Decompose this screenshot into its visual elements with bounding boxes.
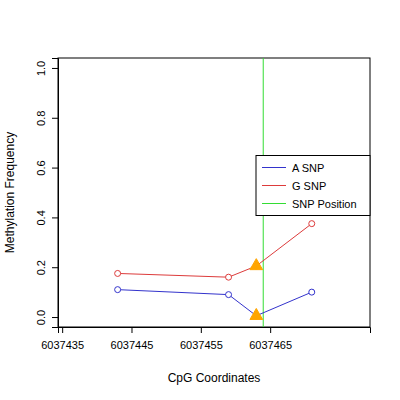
data-point (226, 274, 232, 280)
y-axis-title: Methylation Frequency (3, 132, 17, 253)
legend-label: A SNP (292, 162, 324, 174)
series-line (118, 224, 312, 278)
legend-label: G SNP (292, 180, 326, 192)
legend-label: SNP Position (292, 198, 357, 210)
x-axis-line (59, 328, 371, 334)
y-tick-label: 0.8 (35, 111, 47, 126)
data-point (309, 221, 315, 227)
x-tick-label: 6037455 (180, 339, 223, 351)
x-tick: 6037455 (180, 327, 223, 351)
x-tick-label: 6037465 (249, 339, 292, 351)
x-tick-mark (131, 327, 132, 333)
y-tick-mark (52, 317, 58, 318)
y-tick-mark (52, 267, 58, 268)
legend-swatch (262, 167, 286, 168)
x-tick-mark (270, 327, 271, 333)
series-line (118, 290, 312, 316)
chart: 6037435 6037445 6037455 6037465 0.0 0.2 0.4 0.6… (0, 0, 400, 400)
y-tick: 1.0 (35, 61, 58, 76)
y-tick-mark (52, 68, 58, 69)
y-axis-line (52, 59, 59, 328)
x-tick: 6037445 (111, 327, 154, 351)
plot-frame (58, 58, 370, 327)
x-tick-mark (62, 327, 63, 333)
x-tick-label: 6037445 (111, 339, 154, 351)
y-tick-label: 0.6 (35, 160, 47, 175)
y-tick-label: 0.2 (35, 260, 47, 275)
x-tick-mark (201, 327, 202, 333)
y-axis: 0.0 0.2 0.4 0.6 0.8 1.0 (35, 59, 59, 328)
x-tick-label: 6037435 (41, 339, 84, 351)
x-tick: 6037435 (41, 327, 84, 351)
legend-swatch (262, 185, 286, 186)
x-axis: 6037435 6037445 6037455 6037465 (41, 327, 370, 351)
x-axis-title: CpG Coordinates (168, 371, 261, 385)
legend-box (256, 156, 370, 216)
y-tick-label: 0.0 (35, 310, 47, 325)
data-point (309, 289, 315, 295)
data-point (115, 287, 121, 293)
y-tick: 0.6 (35, 160, 58, 175)
legend-swatch (262, 203, 286, 204)
y-tick-label: 0.4 (35, 210, 47, 225)
y-tick: 0.4 (35, 210, 58, 225)
data-point (250, 259, 263, 270)
y-tick: 0.2 (35, 260, 58, 275)
data-point (250, 308, 263, 319)
legend: A SNP G SNP SNP Position (256, 156, 370, 216)
y-tick-label: 1.0 (35, 61, 47, 76)
y-tick-mark (52, 118, 58, 119)
y-tick-mark (52, 168, 58, 169)
x-tick: 6037465 (249, 327, 292, 351)
data-point (226, 292, 232, 298)
y-tick: 0.8 (35, 111, 58, 126)
y-tick-mark (52, 217, 58, 218)
y-tick: 0.0 (35, 310, 58, 325)
data-point (115, 270, 121, 276)
